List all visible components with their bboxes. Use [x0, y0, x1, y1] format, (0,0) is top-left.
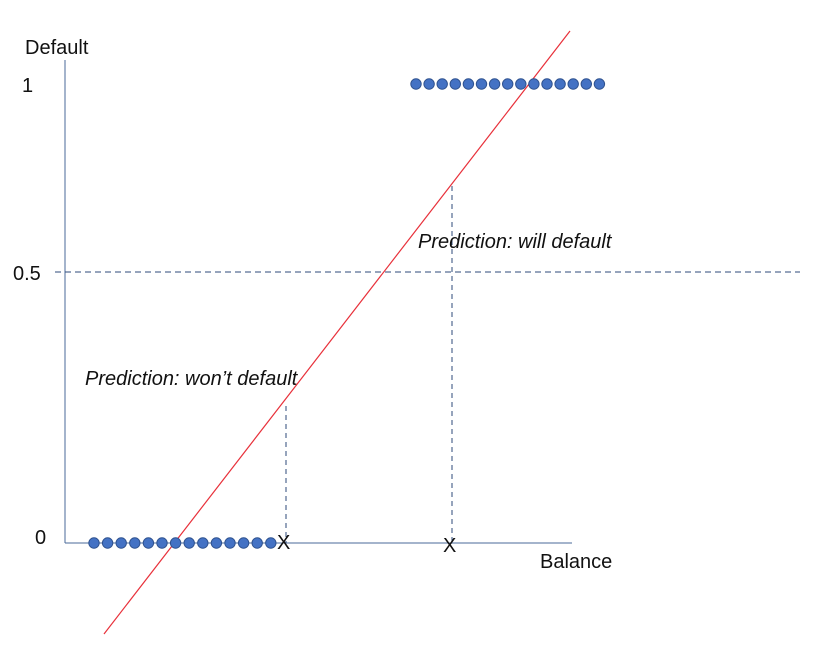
x-marker-high: X — [443, 535, 456, 557]
data-point-default-1 — [462, 78, 475, 90]
points-default-0 — [88, 537, 277, 549]
y-tick-1: 1 — [22, 75, 33, 97]
data-point-default-1 — [488, 78, 501, 90]
data-point-default-0 — [129, 537, 141, 549]
data-point-default-1 — [541, 78, 553, 90]
y-tick-0-5: 0.5 — [13, 263, 41, 285]
data-point-default-0 — [115, 537, 127, 549]
data-point-default-0 — [183, 537, 195, 549]
data-point-default-1 — [554, 78, 566, 90]
data-point-default-1 — [410, 78, 422, 90]
x-axis-label: Balance — [540, 551, 612, 573]
y-axis-label: Default — [25, 37, 89, 59]
data-point-default-0 — [265, 537, 277, 549]
x-marker-low: X — [277, 532, 290, 554]
data-point-default-0 — [197, 537, 209, 549]
data-point-default-0 — [210, 537, 223, 549]
data-point-default-0 — [142, 537, 155, 549]
y-tick-0: 0 — [35, 527, 46, 549]
data-point-default-0 — [101, 537, 114, 549]
data-point-default-1 — [423, 78, 435, 90]
data-point-default-1 — [515, 78, 527, 90]
data-point-default-0 — [88, 537, 100, 549]
data-point-default-1 — [593, 78, 606, 90]
data-point-default-0 — [224, 537, 236, 549]
data-point-default-1 — [567, 78, 579, 90]
data-point-default-1 — [436, 78, 448, 90]
data-point-default-1 — [449, 78, 461, 90]
data-point-default-1 — [580, 78, 592, 90]
data-point-default-0 — [169, 537, 182, 549]
data-point-default-1 — [475, 78, 488, 90]
data-point-default-0 — [251, 537, 263, 549]
annotation-wont-default: Prediction: won’t default — [85, 368, 299, 390]
data-point-default-1 — [528, 78, 540, 90]
data-point-default-1 — [502, 78, 514, 90]
data-point-default-0 — [156, 537, 168, 549]
regression-line — [103, 30, 571, 635]
annotation-will-default: Prediction: will default — [418, 231, 613, 253]
points-default-1 — [410, 78, 606, 90]
data-point-default-0 — [237, 537, 250, 549]
